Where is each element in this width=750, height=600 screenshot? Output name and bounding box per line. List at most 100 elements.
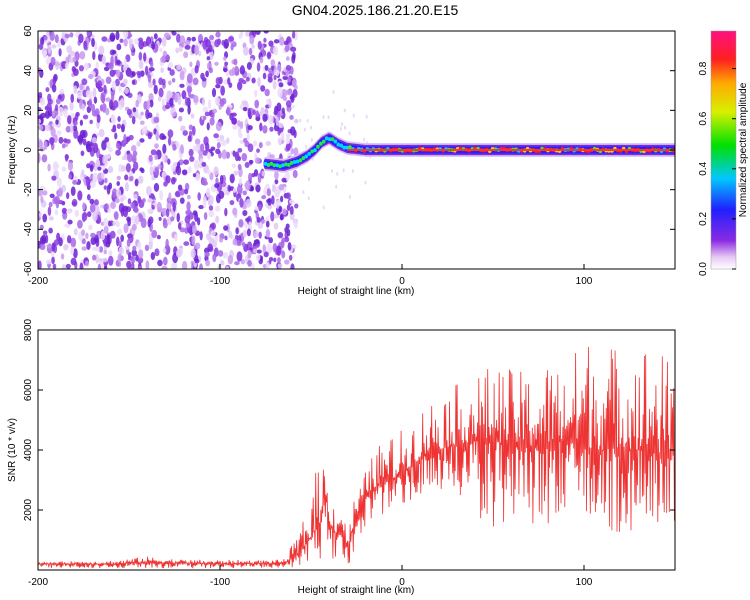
noise-blob	[241, 100, 248, 106]
noise-blob	[265, 220, 270, 228]
noise-blob	[73, 248, 78, 259]
noise-blob	[72, 179, 78, 185]
noise-blob	[79, 50, 86, 60]
noise-blob	[48, 227, 53, 234]
noise-blob	[290, 147, 295, 155]
noise-blob	[192, 173, 197, 178]
noise-blob	[93, 96, 98, 104]
noise-blob	[265, 141, 272, 147]
noise-blob	[211, 113, 215, 119]
noise-blob	[231, 163, 236, 168]
noise-blob	[254, 99, 260, 109]
noise-blob	[181, 169, 188, 176]
signal-core	[460, 149, 463, 151]
noise-blob	[245, 217, 251, 223]
noise-blob	[92, 51, 96, 61]
noise-blob	[183, 159, 190, 165]
noise-blob	[215, 215, 220, 224]
x-tick-label: -100	[210, 577, 230, 588]
noise-blob	[210, 146, 216, 151]
signal-core	[358, 149, 361, 151]
noise-blob	[78, 65, 84, 72]
noise-blob	[137, 241, 142, 250]
signal-core	[554, 149, 557, 151]
noise-blob	[100, 92, 105, 103]
signal-core	[598, 149, 601, 151]
noise-blob	[131, 249, 138, 257]
signal-core	[447, 149, 450, 151]
noise-blob	[151, 41, 156, 50]
noise-blob	[137, 175, 144, 184]
noise-blob	[252, 140, 258, 147]
noise-blob	[147, 112, 153, 119]
noise-blob	[198, 205, 204, 210]
noise-blob	[200, 143, 205, 152]
noise-blob	[49, 31, 55, 42]
noise-blob	[112, 49, 117, 55]
noise-blob	[109, 230, 116, 239]
noise-blob	[103, 217, 109, 227]
noise-blob	[239, 121, 244, 129]
noise-blob	[178, 107, 184, 113]
signal-core	[412, 149, 415, 151]
noise-blob	[283, 40, 289, 46]
noise-blob	[160, 67, 164, 74]
noise-blob	[114, 78, 120, 87]
noise-blob	[270, 211, 275, 222]
noise-blob	[327, 115, 330, 120]
noise-blob	[105, 97, 111, 102]
noise-blob	[152, 78, 156, 86]
signal-core	[518, 149, 521, 151]
noise-blob	[140, 168, 145, 174]
noise-blob	[179, 70, 185, 81]
noise-blob	[229, 173, 235, 184]
noise-blob	[134, 178, 139, 187]
noise-blob	[207, 243, 213, 252]
colorbar-tick-label: 0.6	[698, 111, 709, 125]
noise-blob	[213, 133, 219, 139]
noise-blob	[201, 161, 207, 167]
noise-blob	[199, 231, 203, 241]
noise-blob	[244, 180, 251, 191]
noise-blob	[270, 65, 275, 71]
noise-blob	[134, 38, 139, 45]
signal-core	[618, 149, 621, 151]
signal-core	[573, 149, 575, 151]
noise-blob	[70, 186, 76, 197]
noise-blob	[251, 44, 255, 49]
noise-blob	[132, 107, 137, 113]
noise-blob	[50, 56, 56, 66]
noise-blob	[162, 143, 167, 154]
noise-blob	[153, 84, 158, 95]
noise-blob	[39, 224, 44, 230]
noise-blob	[178, 45, 183, 52]
noise-blob	[97, 257, 103, 263]
signal-peak	[278, 164, 282, 169]
spectrogram-plot	[38, 31, 675, 269]
noise-blob	[225, 190, 230, 196]
noise-blob	[69, 101, 74, 111]
noise-blob	[202, 106, 209, 113]
noise-blob	[118, 246, 125, 255]
noise-blob	[83, 40, 88, 51]
noise-blob	[98, 246, 104, 253]
noise-blob	[237, 147, 243, 153]
noise-blob	[348, 131, 351, 136]
noise-blob	[275, 69, 280, 77]
signal-peak	[301, 156, 306, 161]
noise-blob	[239, 197, 244, 208]
noise-blob	[51, 256, 55, 265]
signal-core	[638, 149, 641, 151]
noise-blob	[73, 120, 78, 126]
noise-blob	[165, 238, 169, 249]
noise-blob	[58, 136, 64, 144]
noise-blob	[89, 119, 93, 125]
noise-blob	[170, 177, 176, 185]
noise-blob	[52, 263, 57, 269]
noise-blob	[263, 187, 267, 197]
noise-blob	[205, 232, 212, 241]
noise-blob	[228, 230, 233, 239]
noise-blob	[92, 211, 98, 222]
noise-blob	[215, 121, 222, 132]
noise-blob	[131, 71, 136, 77]
